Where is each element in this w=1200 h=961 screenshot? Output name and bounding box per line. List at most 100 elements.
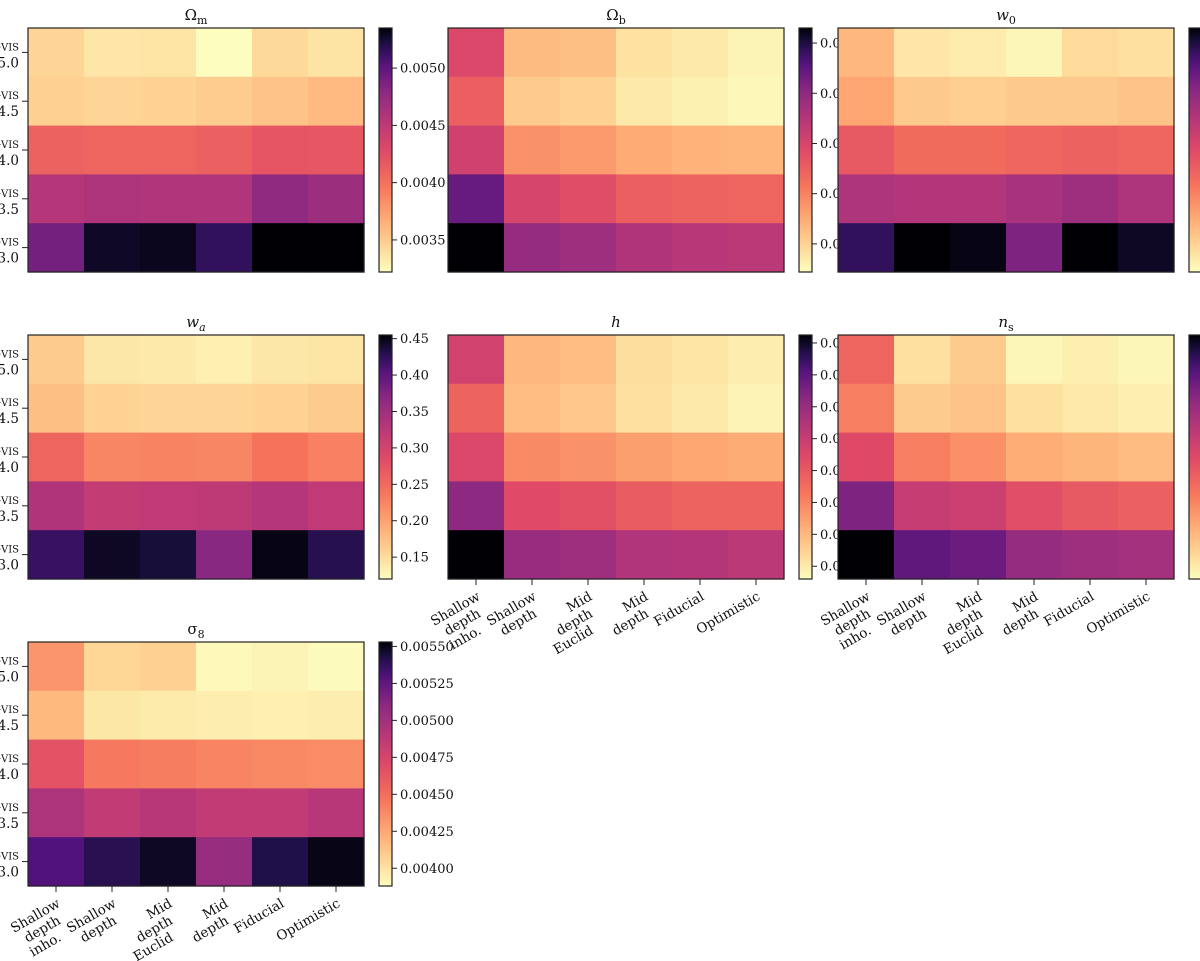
heatmap-cell-p2-r2-c1 — [894, 125, 951, 175]
heatmap-cell-p6-r3-c3 — [196, 788, 253, 838]
heatmap-cell-p5-r3-c4 — [1062, 481, 1119, 531]
heatmap-cell-p5-r1-c2 — [950, 383, 1007, 434]
heatmap-cell-p3-r2-c3 — [196, 432, 253, 482]
heatmap-cell-p1-r0-c2 — [560, 28, 617, 78]
y-label-p6-r4-b: < 23.0 — [0, 865, 19, 881]
heatmap-cell-p3-r4-c2 — [140, 530, 197, 580]
y-label-p0-r1-b: < 24.5 — [0, 104, 19, 120]
heatmap-cell-p6-r4-c2 — [140, 837, 197, 887]
heatmap-cell-p4-r3-c2 — [560, 481, 617, 531]
heatmap-cell-p5-r2-c5 — [1118, 432, 1175, 482]
y-label-p6-r0-b: < 25.0 — [0, 669, 19, 685]
heatmap-cell-p6-r4-c1 — [84, 837, 141, 887]
heatmap-cell-p6-r1-c1 — [84, 690, 141, 741]
heatmap-cell-p2-r4-c2 — [950, 223, 1007, 273]
heatmap-cell-p3-r3-c1 — [84, 481, 141, 531]
colorbar-frame-5 — [1188, 334, 1200, 580]
heatmap-cell-p6-r0-c0 — [28, 642, 85, 692]
heatmap-cell-p6-r3-c2 — [140, 788, 197, 838]
heatmap-cell-p2-r3-c0 — [838, 174, 895, 224]
y-label-p3-r3-b: < 23.5 — [0, 509, 19, 525]
y-label-p6-r3-b: < 23.5 — [0, 816, 19, 832]
panel-title-0: Ωm — [185, 6, 208, 27]
x-label-p6-c3: Middepth — [182, 895, 239, 946]
heatmap-cell-p0-r0-c3 — [196, 28, 253, 78]
heatmap-cell-p0-r3-c3 — [196, 174, 253, 224]
panel-frame-2 — [837, 27, 1175, 273]
heatmap-cell-p3-r0-c2 — [140, 335, 197, 385]
colorbar-label-p0-1: 0.0040 — [400, 176, 446, 191]
heatmap-cell-p3-r3-c0 — [28, 481, 85, 531]
heatmap-cell-p2-r4-c0 — [838, 223, 895, 273]
heatmap-cell-p2-r3-c5 — [1118, 174, 1175, 224]
y-label-p3-r1-b: < 24.5 — [0, 411, 19, 427]
heatmap-cell-p1-r0-c0 — [448, 28, 505, 78]
heatmap-cell-p1-r2-c1 — [504, 125, 561, 175]
heatmap-cell-p2-r1-c2 — [950, 76, 1007, 127]
heatmap-cell-p0-r1-c3 — [196, 76, 253, 127]
heatmap-cell-p0-r0-c4 — [252, 28, 309, 78]
heatmap-cell-p4-r1-c2 — [560, 383, 617, 434]
heatmap-cell-p0-r1-c4 — [252, 76, 309, 127]
colorbar-label-p3-6: 0.45 — [400, 332, 429, 347]
heatmap-cell-p6-r2-c4 — [252, 739, 309, 789]
heatmap-cell-p0-r3-c0 — [28, 174, 85, 224]
colorbar-frame-0 — [378, 27, 393, 273]
heatmap-cell-p1-r4-c4 — [672, 223, 729, 273]
heatmap-cell-p3-r2-c0 — [28, 432, 85, 482]
heatmap-cell-p2-r0-c2 — [950, 28, 1007, 78]
heatmap-cell-p4-r2-c4 — [672, 432, 729, 482]
heatmap-cell-p3-r1-c4 — [252, 383, 309, 434]
heatmap-cell-p1-r2-c5 — [728, 125, 785, 175]
panel-title-3: wa — [186, 313, 205, 334]
colorbar-label-p3-1: 0.20 — [400, 514, 429, 529]
heatmap-cell-p0-r2-c0 — [28, 125, 85, 175]
heatmap-cell-p1-r3-c4 — [672, 174, 729, 224]
colorbar-label-p0-3: 0.0050 — [400, 62, 446, 77]
heatmap-cell-p0-r4-c1 — [84, 223, 141, 273]
heatmap-cell-p5-r0-c2 — [950, 335, 1007, 385]
colorbar-5 — [1189, 335, 1200, 579]
y-label-p6-r2-b: < 24.0 — [0, 767, 19, 783]
y-label-p0-r3-b: < 23.5 — [0, 202, 19, 218]
heatmap-cell-p3-r4-c1 — [84, 530, 141, 580]
x-label-p5-c1: Shallowdepth — [874, 588, 937, 642]
heatmap-cell-p6-r4-c0 — [28, 837, 85, 887]
heatmap-cell-p1-r1-c0 — [448, 76, 505, 127]
heatmap-cell-p2-r0-c5 — [1118, 28, 1175, 78]
colorbar-6 — [379, 642, 392, 886]
heatmap-cell-p5-r2-c2 — [950, 432, 1007, 482]
heatmap-cell-p3-r0-c4 — [252, 335, 309, 385]
heatmap-cell-p4-r4-c2 — [560, 530, 617, 580]
heatmap-cell-p0-r1-c1 — [84, 76, 141, 127]
heatmap-cell-p5-r2-c0 — [838, 432, 895, 482]
heatmap-cell-p5-r3-c1 — [894, 481, 951, 531]
heatmap-cell-p2-r2-c3 — [1006, 125, 1063, 175]
heatmap-cell-p1-r3-c2 — [560, 174, 617, 224]
heatmap-cell-p2-r3-c1 — [894, 174, 951, 224]
heatmap-cell-p4-r2-c3 — [616, 432, 673, 482]
colorbar-label-p3-0: 0.15 — [400, 551, 429, 566]
heatmap-cell-p2-r1-c5 — [1118, 76, 1175, 127]
heatmap-cell-p0-r3-c4 — [252, 174, 309, 224]
heatmap-cell-p6-r2-c0 — [28, 739, 85, 789]
heatmap-cell-p5-r0-c3 — [1006, 335, 1063, 385]
heatmap-cell-p6-r0-c4 — [252, 642, 309, 692]
heatmap-cell-p0-r2-c2 — [140, 125, 197, 175]
heatmap-cell-p1-r4-c5 — [728, 223, 785, 273]
heatmap-cell-p1-r2-c0 — [448, 125, 505, 175]
heatmap-cell-p4-r0-c1 — [504, 335, 561, 385]
heatmap-cell-p5-r0-c0 — [838, 335, 895, 385]
heatmap-cell-p4-r1-c5 — [728, 383, 785, 434]
panel-title-2: w0 — [996, 6, 1016, 27]
heatmap-cell-p5-r1-c0 — [838, 383, 895, 434]
x-label-p5-c0: Shallowdepthinho. — [818, 588, 888, 655]
heatmap-cell-p3-r4-c3 — [196, 530, 253, 580]
heatmap-cell-p5-r2-c4 — [1062, 432, 1119, 482]
